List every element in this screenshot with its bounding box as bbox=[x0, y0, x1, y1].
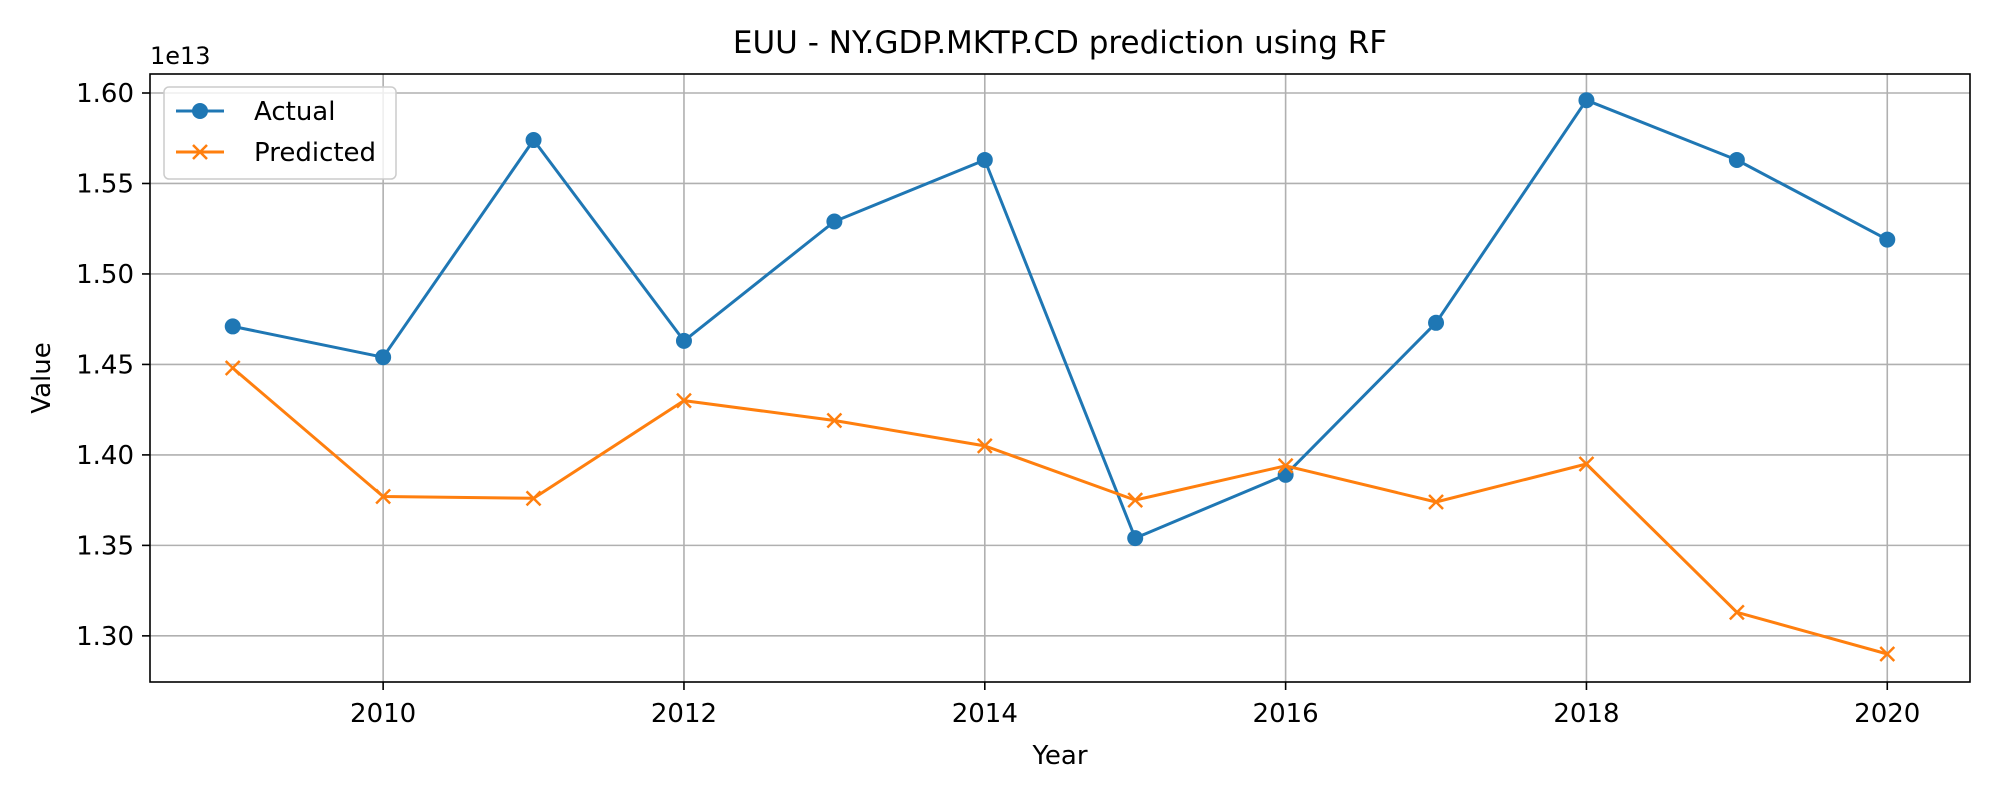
x-tick-label: 2014 bbox=[952, 699, 1018, 729]
series-layer bbox=[224, 92, 1896, 662]
data-point-predicted bbox=[525, 490, 542, 507]
chart-title: EUU - NY.GDP.MKTP.CD prediction using RF bbox=[733, 25, 1387, 61]
series-line-predicted bbox=[231, 366, 1888, 656]
x-tick-label: 2018 bbox=[1553, 699, 1619, 729]
y-tick-label: 1.30 bbox=[76, 622, 134, 652]
y-tick-label: 1.55 bbox=[76, 169, 134, 199]
data-point-actual bbox=[1277, 466, 1294, 483]
data-point-actual bbox=[1879, 231, 1896, 248]
legend-label-predicted: Predicted bbox=[254, 138, 376, 168]
data-point-predicted bbox=[1277, 457, 1294, 474]
x-tick-label: 2010 bbox=[350, 699, 416, 729]
legend-label-actual: Actual bbox=[254, 97, 335, 127]
data-point-actual bbox=[525, 132, 542, 149]
legend: Actual Predicted bbox=[163, 86, 397, 180]
x-tick-label: 2020 bbox=[1854, 699, 1920, 729]
legend-marker-actual bbox=[192, 103, 208, 119]
x-tick-label: 2012 bbox=[651, 699, 717, 729]
axes: 2010 2012 2014 2016 2018 2020 1.30 1.35 1.40 1.45… bbox=[76, 79, 1920, 729]
data-point-actual bbox=[1428, 314, 1445, 331]
data-point-predicted bbox=[1578, 456, 1595, 472]
data-point-actual bbox=[826, 213, 843, 230]
x-axis-label: Year bbox=[1031, 741, 1087, 771]
data-point-actual bbox=[675, 332, 692, 349]
data-point-predicted bbox=[375, 488, 392, 505]
series-line-actual bbox=[232, 98, 1889, 540]
data-point-predicted bbox=[826, 412, 843, 429]
legend-marker-predicted bbox=[192, 144, 208, 160]
data-point-actual bbox=[224, 318, 241, 335]
data-point-predicted bbox=[1428, 494, 1444, 510]
x-tick-label: 2016 bbox=[1253, 699, 1319, 729]
grid bbox=[150, 74, 1970, 682]
data-point-predicted bbox=[1127, 492, 1144, 509]
data-point-actual bbox=[1127, 530, 1144, 547]
data-point-actual bbox=[375, 349, 392, 366]
y-tick-label: 1.35 bbox=[76, 531, 134, 561]
data-point-actual bbox=[976, 151, 993, 168]
y-tick-label: 1.60 bbox=[76, 79, 134, 109]
data-point-predicted bbox=[676, 392, 692, 409]
data-point-predicted bbox=[976, 437, 993, 454]
data-point-actual bbox=[1578, 92, 1595, 109]
data-point-predicted bbox=[1728, 604, 1745, 621]
y-offset-label: 1e13 bbox=[150, 42, 211, 70]
data-point-predicted bbox=[1879, 646, 1896, 662]
y-tick-label: 1.50 bbox=[76, 260, 134, 290]
y-tick-label: 1.45 bbox=[76, 350, 134, 380]
data-point-predicted bbox=[224, 360, 241, 376]
y-axis-label: Value bbox=[27, 342, 57, 413]
plot-frame bbox=[149, 73, 1971, 683]
data-point-actual bbox=[1728, 151, 1745, 168]
y-tick-label: 1.40 bbox=[76, 441, 134, 471]
